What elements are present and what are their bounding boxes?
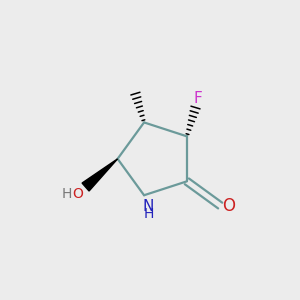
Text: H: H xyxy=(61,188,72,201)
Text: H: H xyxy=(143,207,154,221)
Text: O: O xyxy=(222,196,235,214)
Text: O: O xyxy=(72,188,83,201)
Text: N: N xyxy=(143,199,154,214)
Polygon shape xyxy=(82,159,118,191)
Text: F: F xyxy=(193,91,202,106)
